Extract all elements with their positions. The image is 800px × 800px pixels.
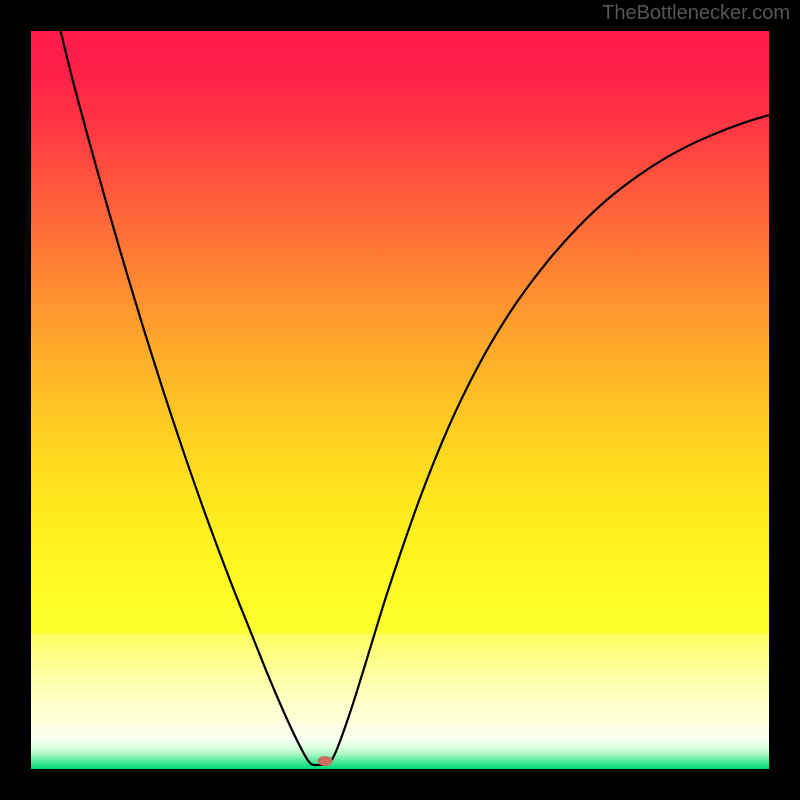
- attribution-text: TheBottlenecker.com: [602, 2, 790, 25]
- minimum-marker: [317, 756, 332, 766]
- bottleneck-curve: [31, 31, 769, 769]
- chart-plot-area: [31, 31, 769, 769]
